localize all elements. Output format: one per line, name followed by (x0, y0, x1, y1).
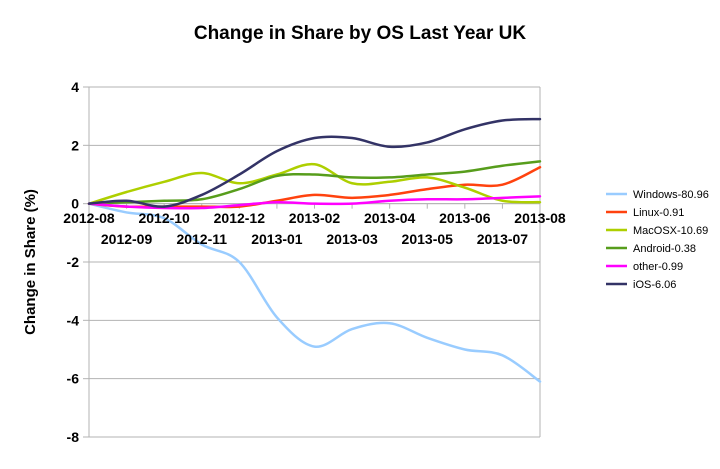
legend-label: other-0.99 (633, 261, 683, 273)
y-tick-label: 0 (71, 196, 79, 212)
y-tick-label: 4 (71, 79, 79, 95)
x-tick-label: 2013-07 (477, 231, 529, 247)
series-line (87, 202, 542, 383)
series-line (87, 117, 542, 208)
x-tick-label: 2013-01 (251, 231, 303, 247)
y-axis-label: Change in Share (%) (22, 189, 39, 335)
legend-label: Linux-0.91 (633, 207, 684, 219)
y-tick-label: -4 (67, 312, 80, 328)
x-tick-label: 2012-09 (101, 231, 153, 247)
chart-title: Change in Share by OS Last Year UK (194, 23, 527, 44)
y-tick-label: -8 (67, 429, 80, 445)
y-tick-label: -2 (67, 254, 80, 270)
series-line (87, 195, 542, 210)
x-tick-label: 2012-08 (63, 210, 115, 226)
y-tick-labels: 4 2 0 -2 -4 -6 -8 (67, 79, 80, 445)
x-tick-label: 2012-12 (214, 210, 266, 226)
x-tick-label: 2013-03 (326, 231, 378, 247)
x-tick-label: 2012-10 (138, 210, 190, 226)
y-tick-label: -6 (67, 371, 80, 387)
x-tick-label: 2013-02 (289, 210, 341, 226)
legend-label: Android-0.38 (633, 243, 696, 255)
x-tick-labels: 2012-08 2012-09 2012-10 2012-11 2012-12 2013-… (63, 210, 566, 247)
series-line (87, 162, 542, 205)
legend-label: Windows-80.96 (633, 189, 709, 201)
legend-label: iOS-6.06 (633, 279, 676, 291)
x-tick-label: 2013-08 (514, 210, 566, 226)
x-tick-label: 2012-11 (176, 231, 227, 247)
legend: Windows-80.96 Linux-0.91 MacOSX-10.69 Andro… (606, 189, 709, 291)
series-line (87, 160, 542, 205)
x-tick-label: 2013-05 (402, 231, 454, 247)
y-tick-label: 2 (71, 137, 79, 153)
grid-lines (89, 86, 540, 438)
x-tick-label: 2013-04 (364, 210, 416, 226)
x-tick-label: 2013-06 (439, 210, 491, 226)
series-lines (87, 117, 542, 383)
legend-label: MacOSX-10.69 (633, 225, 708, 237)
